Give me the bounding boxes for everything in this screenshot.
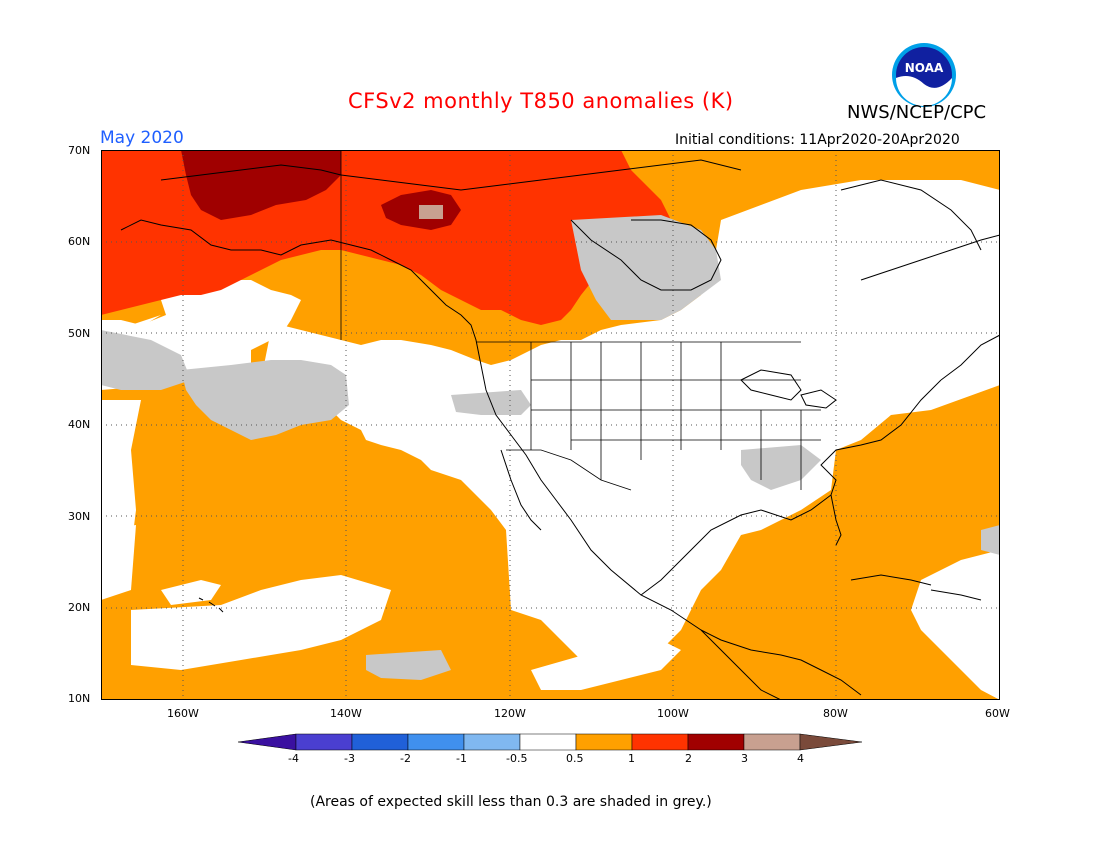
lon-label-100w: 100W [657, 707, 689, 720]
lat-label-10n: 10N [68, 692, 91, 705]
legend-label-2: 2 [685, 752, 692, 765]
legend-swatch-1 [631, 733, 689, 751]
legend-arrow-high [799, 733, 862, 751]
anomaly-map [101, 150, 1000, 700]
lon-label-140w: 140W [330, 707, 362, 720]
lon-label-120w: 120W [494, 707, 526, 720]
lat-label-50n: 50N [68, 327, 91, 340]
legend-swatch-minus1 [407, 733, 465, 751]
noaa-logo-text: NOAA [905, 61, 944, 75]
legend-swatch-minus05 [463, 733, 521, 751]
legend-swatch-neutral [519, 733, 577, 751]
legend-label-3: 3 [741, 752, 748, 765]
legend-label-minus05: -0.5 [506, 752, 528, 765]
legend-swatch-05 [575, 733, 633, 751]
skill-footnote: (Areas of expected skill less than 0.3 a… [310, 794, 712, 810]
lat-label-40n: 40N [68, 418, 91, 431]
chart-title: CFSv2 monthly T850 anomalies (K) [348, 89, 734, 113]
legend-label-minus1: -1 [456, 752, 467, 765]
lat-label-20n: 20N [68, 601, 91, 614]
legend-swatch-minus3 [295, 733, 353, 751]
lon-label-80w: 80W [823, 707, 848, 720]
legend-swatch-3 [743, 733, 801, 751]
legend-arrow-low [238, 733, 297, 751]
lat-label-60n: 60N [68, 235, 91, 248]
legend-swatch-minus2 [351, 733, 409, 751]
legend-label-05: 0.5 [566, 752, 584, 765]
agency-label: NWS/NCEP/CPC [847, 102, 987, 123]
color-legend [238, 733, 862, 751]
legend-swatch-2 [687, 733, 745, 751]
forecast-month: May 2020 [100, 128, 184, 148]
legend-label-4: 4 [797, 752, 804, 765]
legend-label-1: 1 [628, 752, 635, 765]
noaa-logo-icon: NOAA [892, 43, 956, 107]
lat-label-70n: 70N [68, 144, 91, 157]
legend-label-minus3: -3 [344, 752, 355, 765]
legend-label-minus4: -4 [288, 752, 299, 765]
gridlines [101, 150, 1000, 700]
coastlines [120, 159, 1000, 700]
tan-areas [419, 205, 443, 219]
lon-label-60w: 60W [985, 707, 1010, 720]
legend-label-minus2: -2 [400, 752, 411, 765]
initial-conditions: Initial conditions: 11Apr2020-20Apr2020 [675, 132, 960, 148]
political-borders [340, 150, 821, 491]
lat-label-30n: 30N [68, 510, 91, 523]
grey-areas [101, 215, 1000, 680]
lon-label-160w: 160W [167, 707, 199, 720]
